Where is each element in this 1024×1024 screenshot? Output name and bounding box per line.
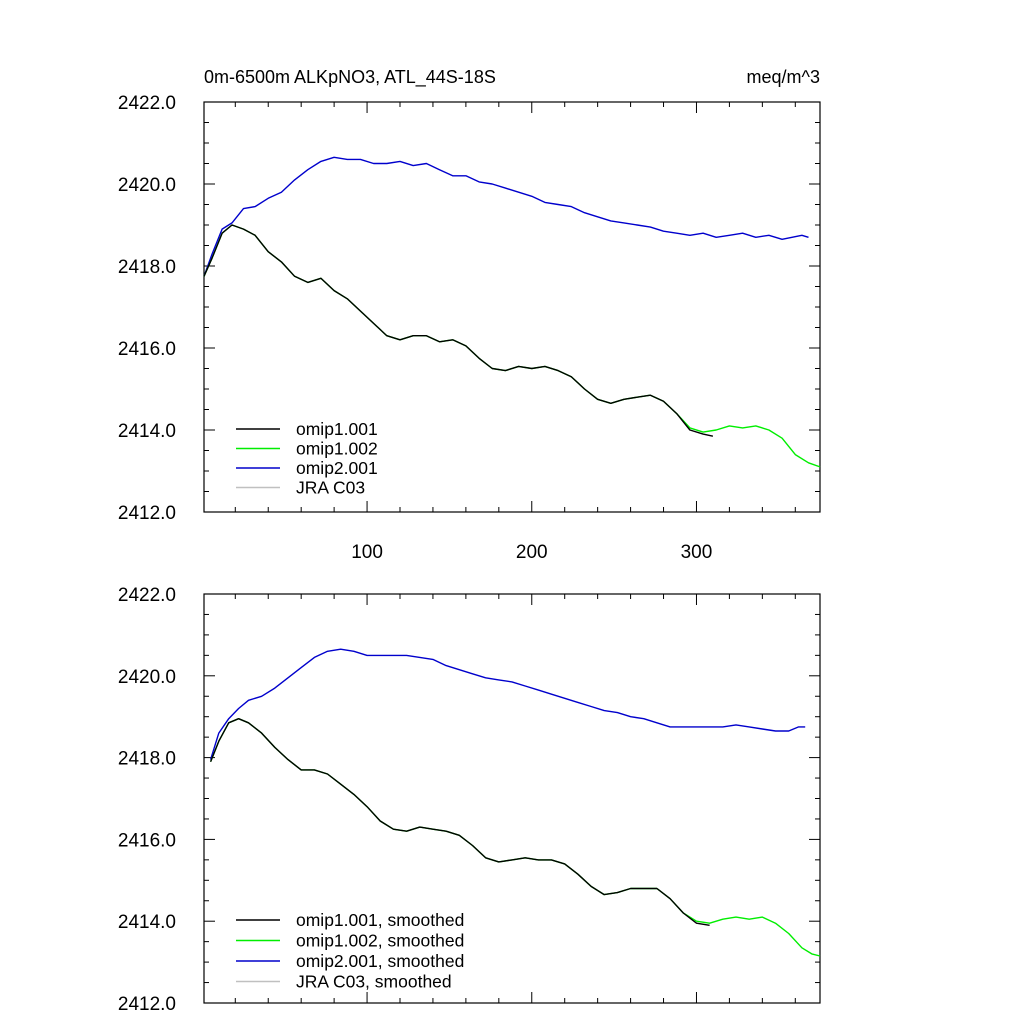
series-line-omip1-001-smoothed <box>209 718 710 926</box>
legend-label: omip1.001, smoothed <box>296 910 464 930</box>
series-line-omip1-001 <box>203 224 714 437</box>
legend-label: JRA C03 <box>296 478 365 498</box>
legend-label: omip1.002, smoothed <box>296 931 464 951</box>
y-tick-label: 2412.0 <box>118 994 176 1015</box>
series-line-omip2-001 <box>203 156 809 277</box>
legend-label: omip1.002 <box>296 439 378 459</box>
x-tick-label: 100 <box>351 542 383 563</box>
bottom-panel: 2422.0 2420.0 2418.0 2416.0 2414.0 2412.0 omip… <box>118 585 821 1015</box>
chart-title: 0m-6500m ALKpNO3, ATL_44S-18S <box>204 67 496 88</box>
y-tick-label: 2420.0 <box>118 175 176 196</box>
series-line-omip2-001-smoothed <box>209 648 806 760</box>
x-tick-label: 200 <box>516 542 548 563</box>
y-tick-label: 2414.0 <box>118 912 176 933</box>
y-tick-label: 2418.0 <box>118 257 176 278</box>
legend-label: omip1.001 <box>296 419 378 439</box>
y-tick-label: 2418.0 <box>118 749 176 770</box>
y-tick-label: 2412.0 <box>118 503 176 524</box>
legend-label: omip2.001, smoothed <box>296 951 464 971</box>
y-tick-label: 2420.0 <box>118 667 176 688</box>
legend-label: JRA C03, smoothed <box>296 972 452 992</box>
y-tick-label: 2416.0 <box>118 339 176 360</box>
chart-units: meq/m^3 <box>747 67 820 87</box>
x-tick-label: 300 <box>681 542 713 563</box>
y-tick-label: 2422.0 <box>118 93 176 114</box>
legend-label: omip2.001 <box>296 458 378 478</box>
top-panel: 2422.0 2420.0 2418.0 2416.0 2414.0 2412.0 100 2… <box>118 67 821 563</box>
y-tick-label: 2422.0 <box>118 585 176 606</box>
y-tick-label: 2414.0 <box>118 421 176 442</box>
y-tick-label: 2416.0 <box>118 830 176 851</box>
